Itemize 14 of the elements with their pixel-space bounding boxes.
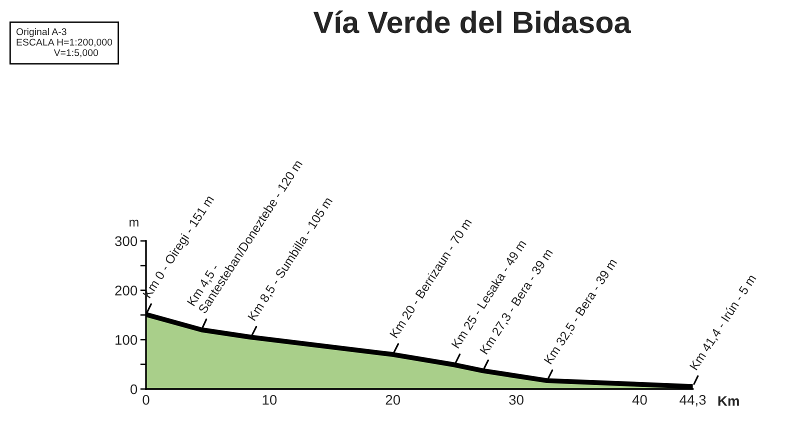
y-tick-label: 0 xyxy=(130,384,138,394)
x-axis-title: Km xyxy=(718,396,739,406)
x-tick-label: 0 xyxy=(142,394,150,405)
x-tick-label: 30 xyxy=(509,394,524,405)
y-tick-label: 200 xyxy=(115,286,138,296)
x-tick-label: 44,3 xyxy=(680,394,706,406)
x-tick-label: 40 xyxy=(632,394,647,405)
y-axis-title: m xyxy=(130,220,138,226)
y-tick-label: 300 xyxy=(115,236,138,246)
x-tick-label: 20 xyxy=(386,394,400,405)
text: Original A-3 ESCALA H=1:200,000 V=1:5,000 xyxy=(16,28,112,58)
x-tick-label: 10 xyxy=(262,394,277,405)
chart-title: Vía Verde del Bidasoa xyxy=(313,10,631,34)
y-tick-label: 100 xyxy=(116,334,138,345)
